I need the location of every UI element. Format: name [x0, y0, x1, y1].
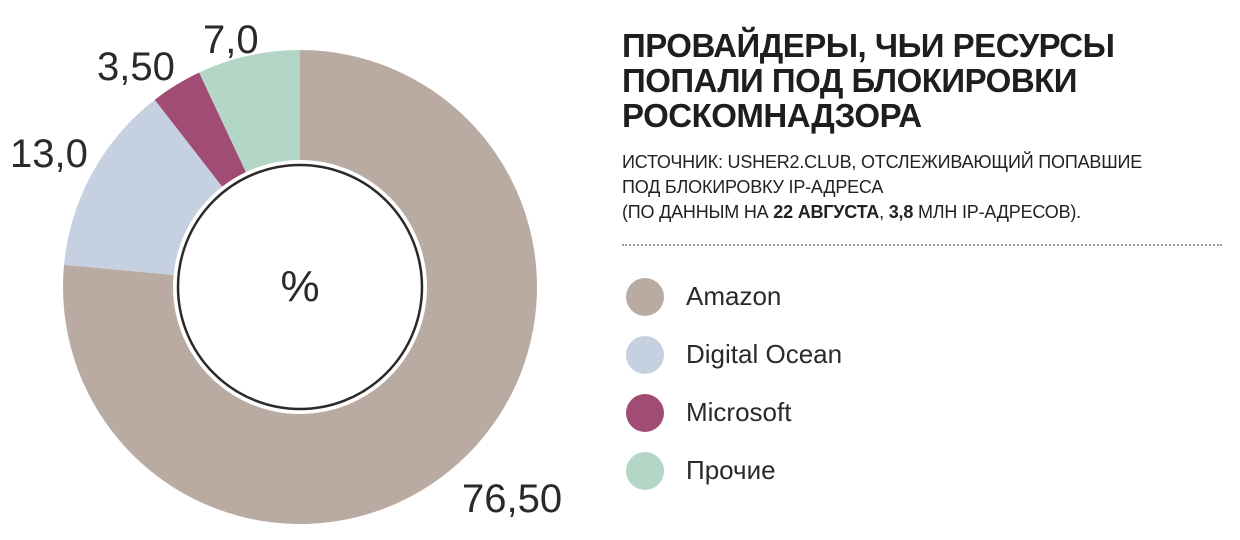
legend-label: Digital Ocean — [686, 339, 843, 369]
slice-microsoft — [154, 72, 246, 187]
data-label-amazon: 76,50 — [462, 477, 563, 521]
source-line: (ПО ДАННЫМ НА 22 АВГУСТА, 3,8 МЛН IP-АДР… — [622, 200, 1232, 225]
chart-source: ИСТОЧНИК: USHER2.CLUB, ОТСЛЕЖИВАЮЩИЙ ПОП… — [622, 150, 1232, 225]
donut-center — [176, 163, 424, 411]
data-label-microsoft: 3,50 — [97, 45, 175, 89]
legend-label: Прочие — [686, 455, 776, 485]
unit-label: % — [280, 262, 320, 311]
chart-title-line: ПОПАЛИ ПОД БЛОКИРОВКИ — [622, 62, 1078, 99]
slice-digital-ocean — [64, 99, 223, 276]
source-count: 3,8 — [888, 202, 914, 222]
source-line: ПОД БЛОКИРОВКУ IP-АДРЕСА — [622, 177, 884, 197]
chart-title: ПРОВАЙДЕРЫ, ЧЬИ РЕСУРСЫ ПОПАЛИ ПОД БЛОКИ… — [622, 28, 1222, 133]
chart-title-line: РОСКОМНАДЗОРА — [622, 97, 922, 134]
donut-chart — [62, 50, 537, 524]
data-label-digital-ocean: 13,0 — [10, 132, 88, 176]
legend-swatch — [626, 336, 664, 374]
legend-swatch — [626, 452, 664, 490]
legend-swatch — [626, 278, 664, 316]
legend-swatch — [626, 394, 664, 432]
divider — [622, 244, 1222, 246]
source-text: (ПО ДАННЫМ НА — [622, 202, 774, 222]
source-date: 22 АВГУСТА — [773, 202, 880, 222]
slice-other — [199, 50, 300, 173]
source-text: МЛН IP-АДРЕСОВ). — [913, 202, 1081, 222]
chart-title-line: ПРОВАЙДЕРЫ, ЧЬИ РЕСУРСЫ — [622, 27, 1115, 64]
legend-label: Microsoft — [686, 397, 792, 427]
slice-amazon — [62, 50, 537, 524]
source-line: ИСТОЧНИК: USHER2.CLUB, ОТСЛЕЖИВАЮЩИЙ ПОП… — [622, 152, 1143, 172]
data-label-other: 7,0 — [203, 18, 259, 62]
legend-label: Amazon — [686, 281, 782, 311]
source-text: , — [879, 202, 889, 222]
